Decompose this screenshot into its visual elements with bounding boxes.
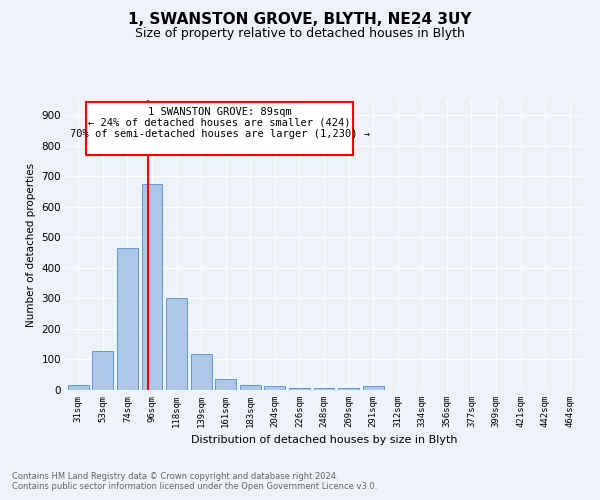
Bar bbox=[338, 388, 359, 390]
Text: Contains HM Land Registry data © Crown copyright and database right 2024.: Contains HM Land Registry data © Crown c… bbox=[12, 472, 338, 481]
Text: Contains public sector information licensed under the Open Government Licence v3: Contains public sector information licen… bbox=[12, 482, 377, 491]
Bar bbox=[117, 248, 138, 390]
Bar bbox=[240, 384, 261, 390]
Bar bbox=[289, 388, 310, 390]
Text: 1, SWANSTON GROVE, BLYTH, NE24 3UY: 1, SWANSTON GROVE, BLYTH, NE24 3UY bbox=[128, 12, 472, 28]
Bar bbox=[265, 386, 286, 390]
Bar bbox=[68, 384, 89, 390]
Bar bbox=[166, 298, 187, 390]
Bar bbox=[92, 351, 113, 390]
Bar bbox=[362, 386, 383, 390]
Bar bbox=[191, 354, 212, 390]
Text: 1 SWANSTON GROVE: 89sqm: 1 SWANSTON GROVE: 89sqm bbox=[148, 106, 292, 117]
Bar bbox=[142, 184, 163, 390]
Text: Size of property relative to detached houses in Blyth: Size of property relative to detached ho… bbox=[135, 28, 465, 40]
FancyBboxPatch shape bbox=[86, 102, 353, 155]
Bar bbox=[215, 380, 236, 390]
Text: 70% of semi-detached houses are larger (1,230) →: 70% of semi-detached houses are larger (… bbox=[70, 129, 370, 139]
Y-axis label: Number of detached properties: Number of detached properties bbox=[26, 163, 36, 327]
X-axis label: Distribution of detached houses by size in Blyth: Distribution of detached houses by size … bbox=[191, 436, 457, 446]
Bar bbox=[314, 388, 334, 390]
Text: ← 24% of detached houses are smaller (424): ← 24% of detached houses are smaller (42… bbox=[88, 118, 351, 128]
